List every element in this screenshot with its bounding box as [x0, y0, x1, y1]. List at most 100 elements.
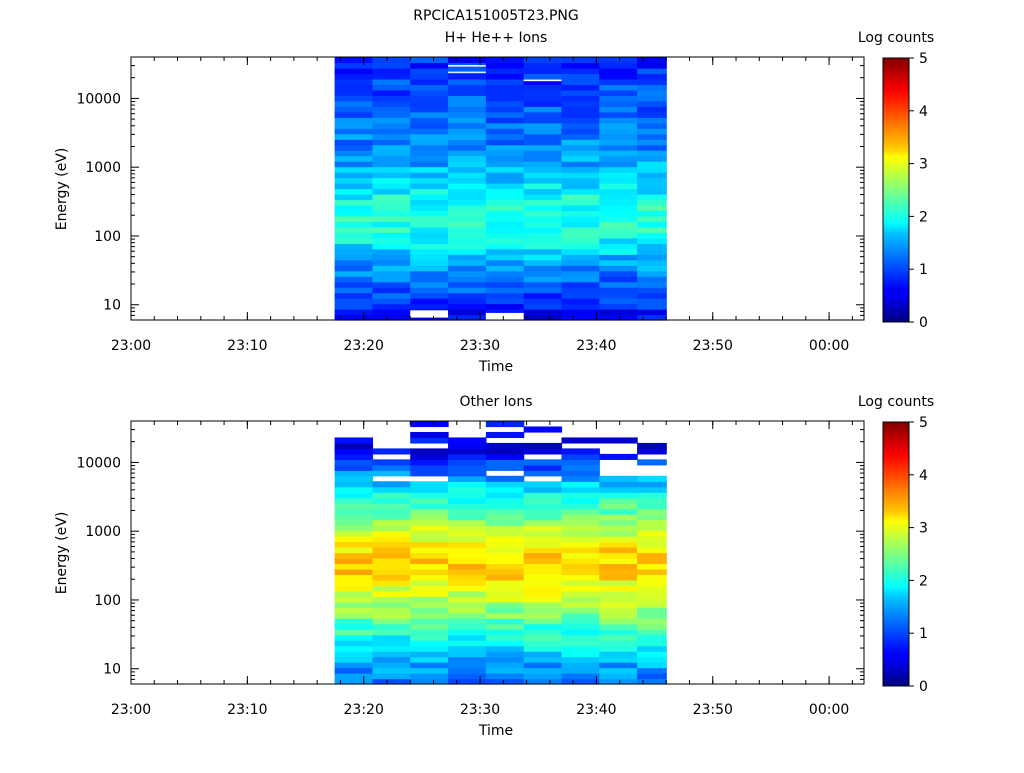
heatmap-cell — [485, 590, 525, 597]
heatmap-cell — [561, 314, 600, 321]
heatmap-cell — [637, 525, 667, 532]
heatmap-cell — [410, 281, 449, 288]
heatmap-cell — [372, 166, 411, 173]
heatmap-cell — [523, 265, 563, 272]
colorbar-tick-label: 1 — [919, 262, 928, 278]
heatmap-cell — [448, 204, 487, 212]
heatmap-cell — [410, 243, 449, 250]
heatmap-cell — [561, 78, 600, 85]
heatmap-cell — [523, 89, 563, 96]
heatmap-cell — [410, 298, 449, 305]
heatmap-cell — [485, 552, 525, 559]
heatmap-cell — [599, 128, 638, 135]
heatmap-cell — [448, 133, 487, 140]
heatmap-cell — [372, 481, 411, 488]
heatmap-cell — [561, 673, 600, 680]
heatmap-cell — [334, 237, 374, 244]
heatmap-cell — [485, 612, 525, 619]
heatmap-cell — [448, 95, 487, 102]
data-gap — [410, 310, 449, 318]
heatmap-cell — [410, 547, 449, 554]
heatmap-cell — [523, 541, 563, 548]
heatmap-cell — [410, 497, 449, 504]
heatmap-cell — [637, 84, 667, 91]
heatmap-cell — [637, 656, 667, 663]
heatmap-cell — [561, 204, 600, 212]
heatmap-cells — [334, 57, 667, 321]
heatmap-cell — [637, 281, 667, 288]
heatmap-cell — [599, 248, 638, 255]
heatmap-cell — [334, 618, 374, 625]
heatmap-cell — [410, 481, 449, 488]
heatmap-cell — [334, 210, 374, 217]
heatmap-cell — [523, 111, 563, 118]
heatmap-cell — [637, 662, 667, 669]
heatmap-cell — [448, 519, 487, 526]
heatmap-cell — [448, 662, 487, 669]
heatmap-cell — [334, 547, 374, 554]
heatmap-cell — [372, 298, 411, 305]
heatmap-cell — [637, 497, 667, 504]
heatmap-cell — [334, 161, 374, 168]
heatmap-cell — [561, 122, 600, 129]
heatmap-cell — [561, 287, 600, 294]
heatmap-cell — [523, 199, 563, 206]
heatmap-cell — [372, 651, 411, 658]
heatmap-cell — [448, 596, 487, 603]
heatmap-cell — [410, 519, 449, 526]
heatmap-cell — [334, 276, 374, 283]
heatmap-cell — [523, 232, 563, 239]
heatmap-cell — [561, 254, 600, 261]
heatmap-cell — [485, 188, 525, 195]
heatmap-cell — [334, 678, 374, 685]
heatmap-cell — [448, 226, 487, 233]
heatmap-cell — [410, 464, 449, 471]
heatmap-cell — [410, 503, 449, 510]
heatmap-cell — [561, 73, 600, 80]
heatmap-cell — [410, 133, 449, 140]
heatmap-cell — [334, 226, 374, 233]
heatmap-cell — [410, 678, 449, 685]
heatmap-cell — [637, 237, 667, 244]
heatmap-cell — [334, 144, 374, 151]
heatmap-cell — [448, 281, 487, 288]
heatmap-cell — [637, 475, 667, 482]
heatmap-cell — [523, 57, 563, 64]
panel-h-he-ions: H+ He++ Ions 23:00 23:10 23:20 23:30 23:40 23… — [54, 30, 934, 375]
heatmap-cell — [523, 547, 563, 554]
heatmap-cell — [448, 503, 487, 510]
heatmap-cell — [485, 481, 525, 488]
heatmap-cell — [637, 557, 667, 565]
heatmap-cell — [485, 62, 525, 69]
heatmap-cell — [372, 172, 411, 179]
heatmap-cell — [334, 492, 374, 499]
heatmap-cell — [523, 448, 563, 455]
heatmap-cell — [448, 508, 487, 515]
heatmap-cell — [372, 601, 411, 608]
heatmap-cell — [485, 448, 525, 455]
heatmap-cell — [599, 585, 638, 592]
heatmap-cell — [485, 248, 525, 255]
heatmap-cell — [485, 585, 525, 592]
heatmap-cell — [334, 612, 374, 619]
heatmap-cell — [599, 547, 638, 554]
heatmap-cell — [561, 161, 600, 168]
heatmap-cell — [410, 84, 449, 91]
heatmap-cell — [561, 309, 600, 316]
heatmap-cell — [637, 155, 667, 162]
heatmap-cell — [599, 552, 638, 559]
heatmap-cell — [599, 574, 638, 581]
heatmap-cell — [372, 541, 411, 548]
heatmap-cell — [372, 111, 411, 118]
heatmap-cell — [448, 481, 487, 488]
heatmap-cell — [599, 475, 638, 482]
heatmap-cell — [372, 188, 411, 195]
heatmap-cell — [523, 314, 563, 321]
heatmap-cell — [561, 629, 600, 636]
heatmap-cell — [448, 568, 487, 576]
heatmap-cell — [599, 309, 638, 316]
heatmap-cell — [523, 536, 563, 543]
heatmap-cell — [448, 177, 487, 184]
heatmap-cell — [561, 199, 600, 206]
panel-other-ions: Other Ions 23:00 23:10 23:20 23:30 23:40 23:5… — [54, 394, 934, 739]
